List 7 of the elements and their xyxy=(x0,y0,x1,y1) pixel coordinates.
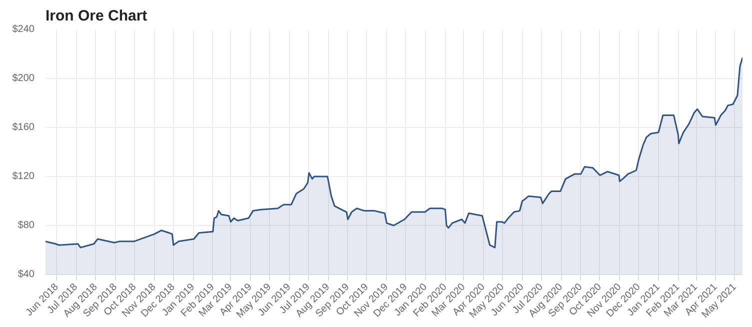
y-tick-label: $160 xyxy=(12,122,35,133)
y-tick-label: $120 xyxy=(12,171,35,182)
chart-title: Iron Ore Chart xyxy=(46,8,148,24)
y-tick-label: $200 xyxy=(12,73,35,84)
y-tick-label: $240 xyxy=(12,24,35,35)
y-tick-label: $40 xyxy=(18,269,35,280)
y-tick-label: $80 xyxy=(18,220,35,231)
